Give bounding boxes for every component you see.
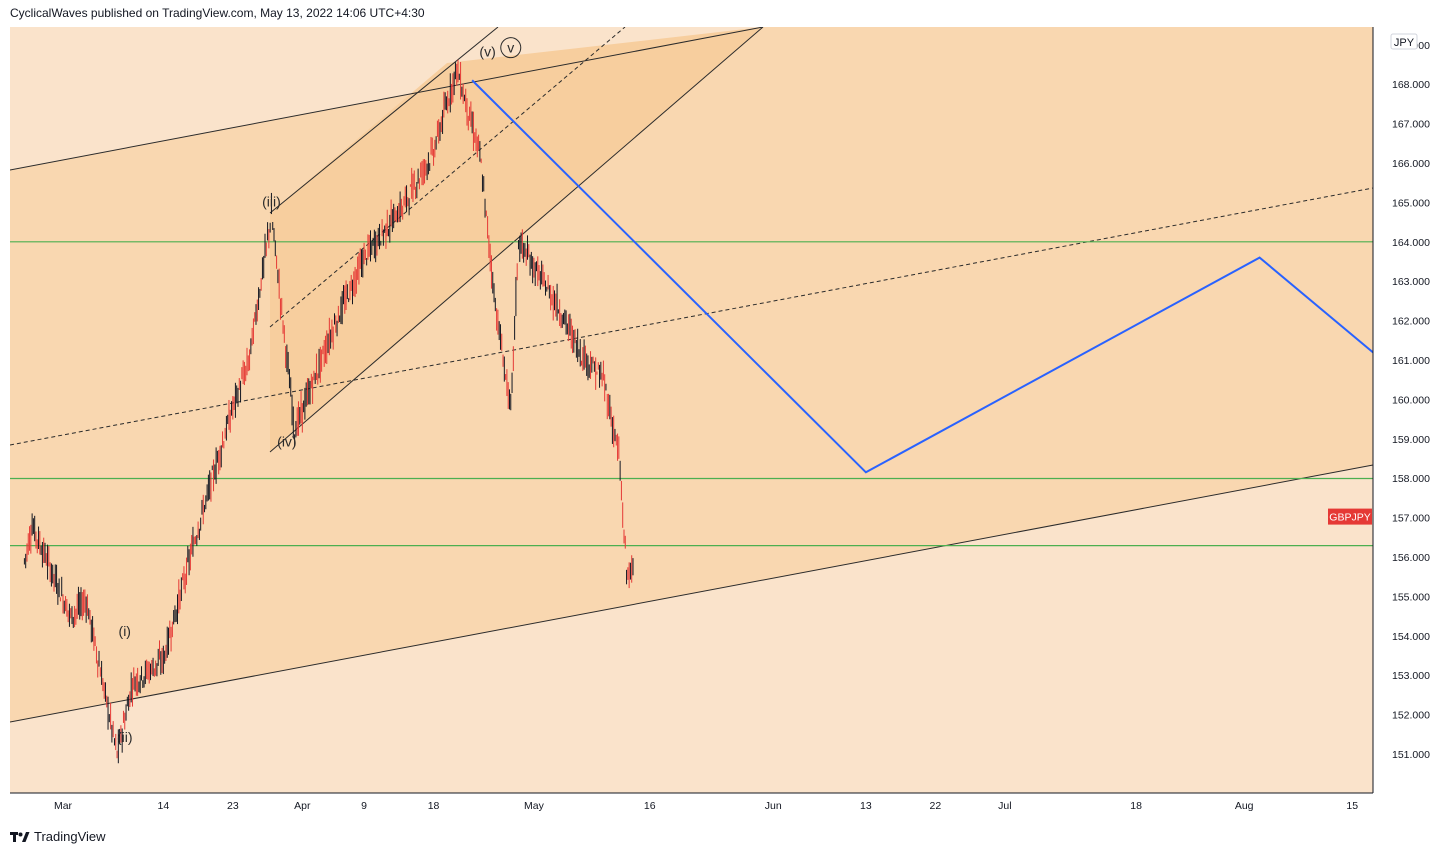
y-tick-label: 151.000 <box>1392 749 1430 761</box>
x-tick-label: Mar <box>54 800 73 812</box>
x-tick-label: 15 <box>1346 800 1358 812</box>
symbol-tag <box>1328 508 1372 525</box>
y-tick-label: 162.000 <box>1392 316 1430 328</box>
wedge-top-line[interactable] <box>269 26 499 214</box>
x-tick-label: May <box>524 800 545 812</box>
tradingview-logo-icon <box>10 831 30 842</box>
wave-label: (v) <box>479 44 495 60</box>
x-tick-label: 14 <box>158 800 170 812</box>
footer-brand[interactable]: TradingView <box>34 829 106 844</box>
symbol-tag-label: GBPJPY <box>1329 512 1370 524</box>
x-tick-label: Aug <box>1235 800 1254 812</box>
wave-label: (iii) <box>262 193 281 209</box>
lower-trendline[interactable] <box>9 464 1374 723</box>
time-axis[interactable] <box>10 793 1430 821</box>
wave-label: v <box>507 40 514 56</box>
x-tick-label: 18 <box>1130 800 1142 812</box>
wave-label: (ii) <box>117 729 133 745</box>
y-tick-label: 157.000 <box>1392 513 1430 525</box>
y-tick-label: 168.000 <box>1392 79 1430 91</box>
currency-label: JPY <box>1394 37 1415 49</box>
wave-circle <box>500 37 522 59</box>
y-tick-label: 167.000 <box>1392 119 1430 131</box>
y-tick-label: 159.000 <box>1392 434 1430 446</box>
x-tick-label: Apr <box>294 800 311 812</box>
wedge-median-dashed[interactable] <box>269 26 626 328</box>
currency-label-box <box>1390 33 1418 50</box>
y-tick-label: 156.000 <box>1392 552 1430 564</box>
y-tick-label: 161.000 <box>1392 355 1430 367</box>
y-tick-label: 164.000 <box>1392 237 1430 249</box>
x-tick-label: 22 <box>930 800 942 812</box>
x-tick-label: 13 <box>860 800 872 812</box>
x-tick-label: Jun <box>765 800 782 812</box>
upper-trendline[interactable] <box>9 26 764 171</box>
x-tick-label: 16 <box>644 800 656 812</box>
y-tick-label: 160.000 <box>1392 394 1430 406</box>
price-axis[interactable] <box>1373 27 1430 793</box>
y-tick-label: 158.000 <box>1392 473 1430 485</box>
projection-path[interactable] <box>471 79 1400 474</box>
x-tick-label: 9 <box>361 800 367 812</box>
y-tick-label: 152.000 <box>1392 710 1430 722</box>
publisher-line: CyclicalWaves published on TradingView.c… <box>10 6 425 20</box>
wave-label: (iv) <box>277 434 296 450</box>
x-tick-label: Jul <box>998 800 1011 812</box>
y-tick-label: 155.000 <box>1392 591 1430 603</box>
wedge-bottom-line[interactable] <box>269 26 764 453</box>
y-tick-label: 165.000 <box>1392 197 1430 209</box>
y-tick-label: 153.000 <box>1392 670 1430 682</box>
footer: TradingView <box>10 829 106 844</box>
y-tick-label: 166.000 <box>1392 158 1430 170</box>
wave-label: (i) <box>119 623 131 639</box>
x-tick-label: 18 <box>428 800 440 812</box>
x-tick-label: 23 <box>227 800 239 812</box>
y-tick-label: 154.000 <box>1392 631 1430 643</box>
y-tick-label: 163.000 <box>1392 276 1430 288</box>
